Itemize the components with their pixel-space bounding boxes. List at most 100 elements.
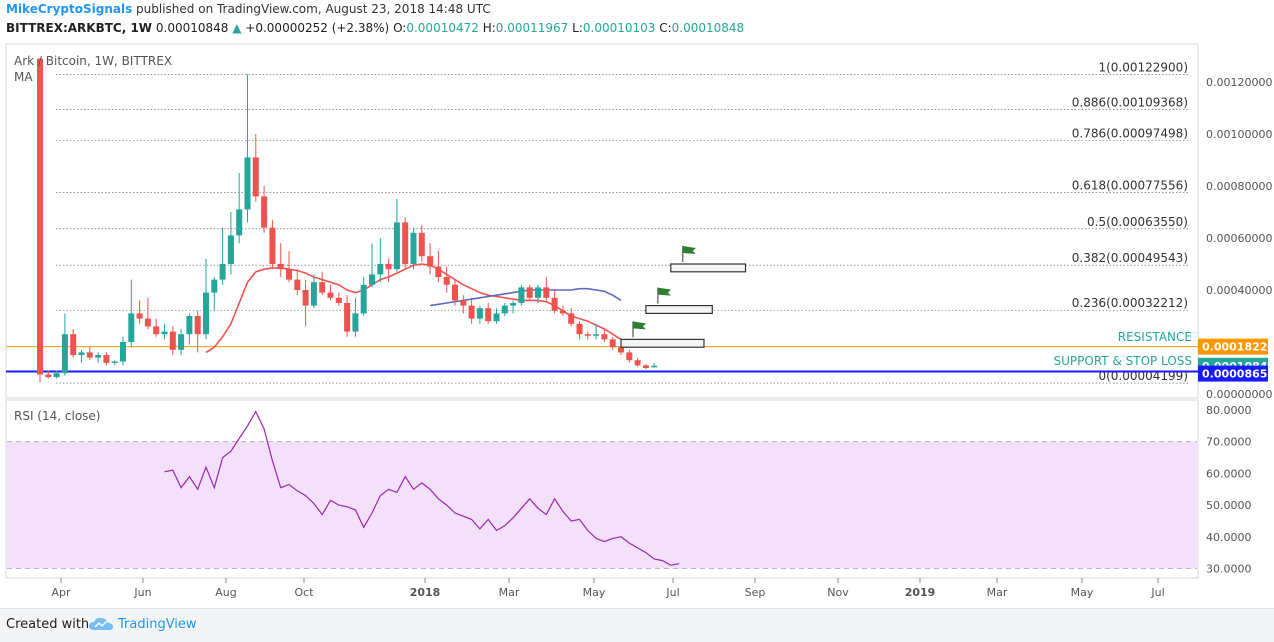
candle-body bbox=[95, 355, 102, 358]
candle-body bbox=[319, 282, 326, 293]
candle-body bbox=[452, 284, 458, 301]
x-tick-label-5: Mar bbox=[499, 586, 520, 599]
chart-canvas[interactable]: 1(0.00122900) 0.886(0.00109368) 0.786(0.00… bbox=[0, 0, 1274, 608]
candle-body bbox=[203, 292, 209, 335]
tradingview-link[interactable]: TradingView bbox=[118, 617, 197, 632]
candle-body bbox=[601, 334, 608, 340]
fib-label-2: 0.786(0.00097498) bbox=[1072, 127, 1188, 141]
candle-body bbox=[443, 277, 450, 285]
candle-body bbox=[45, 374, 52, 378]
resistance-badge: 0.00018220 bbox=[1202, 341, 1274, 354]
candle-body bbox=[310, 282, 317, 306]
rsi-tick-1: 70.0000 bbox=[1206, 436, 1252, 449]
candle-body bbox=[53, 373, 60, 378]
fib-label-0: 1(0.00122900) bbox=[1098, 60, 1188, 74]
target-box-1 bbox=[645, 305, 713, 315]
x-tick-label-11: Mar bbox=[987, 586, 1008, 599]
resistance-badge-bg bbox=[1198, 338, 1268, 355]
candle-body bbox=[111, 361, 118, 363]
last-price: 0.00010848 bbox=[155, 21, 229, 35]
candle-body bbox=[352, 313, 359, 332]
x-tick-label-6: May bbox=[583, 586, 606, 599]
created-with-text: Created with bbox=[6, 617, 90, 632]
resistance-label: RESISTANCE bbox=[1118, 330, 1192, 344]
price-legend: Ark / Bitcoin, 1W, BITTREX bbox=[14, 54, 172, 68]
candle-body bbox=[377, 264, 384, 275]
candle-body bbox=[518, 287, 525, 303]
rsi-legend: RSI (14, close) bbox=[14, 409, 100, 423]
candle-body bbox=[435, 266, 442, 277]
published-text: published on TradingView.com, August 23,… bbox=[136, 2, 491, 16]
candle-body bbox=[269, 227, 276, 264]
candle-body bbox=[144, 318, 151, 327]
candle-body bbox=[393, 222, 400, 270]
price-tick-5: 0.00000000 bbox=[1206, 388, 1272, 401]
fib-label-4: 0.5(0.00063550) bbox=[1087, 215, 1188, 229]
ma-legend: MA bbox=[14, 70, 33, 84]
candle-body bbox=[402, 222, 409, 264]
x-tick-label-2: Aug bbox=[215, 586, 236, 599]
support-label: SUPPORT & STOP LOSS bbox=[1054, 354, 1192, 368]
candle-body bbox=[634, 360, 641, 366]
candle-body bbox=[227, 235, 234, 264]
tradingview-cloud-icon bbox=[89, 617, 113, 630]
candle-body bbox=[476, 308, 483, 319]
x-tick-label-9: Nov bbox=[827, 586, 849, 599]
price-tick-2: 0.00080000 bbox=[1206, 180, 1272, 193]
candle-body bbox=[535, 287, 541, 298]
price-tick-0: 0.00120000 bbox=[1206, 76, 1272, 89]
candle-body bbox=[194, 316, 201, 335]
candle-body bbox=[277, 264, 284, 270]
publish-line: MikeCryptoSignals published on TradingVi… bbox=[6, 2, 491, 16]
rsi-tick-2: 60.0000 bbox=[1206, 467, 1252, 480]
candle-body bbox=[410, 232, 417, 264]
rsi-tick-4: 40.0000 bbox=[1206, 531, 1252, 544]
close-value: 0.00010848 bbox=[671, 21, 745, 35]
rsi-line bbox=[164, 410, 680, 566]
x-tick-label-3: Oct bbox=[294, 586, 314, 599]
candle-body bbox=[418, 232, 425, 257]
fib-label-3: 0.618(0.00077556) bbox=[1072, 178, 1188, 192]
candle-body bbox=[618, 347, 624, 353]
footer: Created with TradingView bbox=[0, 608, 1274, 642]
candle-body bbox=[261, 196, 268, 228]
candle-body bbox=[153, 326, 160, 335]
axis-layer: 0.00120000 0.00100000 0.00080000 0.00060000… bbox=[51, 76, 1274, 599]
rsi-tick-0: 80.0000 bbox=[1206, 404, 1252, 417]
candle-body bbox=[501, 305, 508, 314]
fib-label-6: 0.236(0.00032212) bbox=[1072, 296, 1188, 310]
candle-body bbox=[186, 316, 193, 335]
candle-body bbox=[468, 305, 475, 319]
candle-body bbox=[178, 334, 185, 350]
candle-body bbox=[78, 352, 85, 355]
candle-body bbox=[211, 279, 218, 293]
price-panel[interactable] bbox=[5, 43, 1199, 399]
high-label: H: bbox=[482, 21, 496, 35]
candle-body bbox=[576, 323, 583, 335]
candle-body bbox=[651, 365, 658, 368]
low-label: L: bbox=[572, 21, 583, 35]
rsi-layer bbox=[7, 410, 1197, 569]
candle-body bbox=[70, 334, 77, 355]
candle-body bbox=[485, 308, 492, 322]
high-value: 0.00011967 bbox=[495, 21, 569, 35]
price-layer: 1(0.00122900) 0.886(0.00109368) 0.786(0.00… bbox=[6, 58, 1198, 384]
price-tick-3: 0.00060000 bbox=[1206, 232, 1272, 245]
author-link[interactable]: MikeCryptoSignals bbox=[6, 2, 133, 16]
open-label: O: bbox=[393, 21, 407, 35]
x-tick-label-8: Sep bbox=[745, 586, 766, 599]
target-box-2 bbox=[670, 263, 747, 273]
x-tick-label-1: Jun bbox=[133, 586, 151, 599]
price-tick-1: 0.00100000 bbox=[1206, 128, 1272, 141]
candle-body bbox=[219, 264, 226, 280]
candle-body bbox=[61, 334, 68, 374]
x-tick-label-13: Jul bbox=[1150, 586, 1164, 599]
candle-body bbox=[344, 303, 351, 332]
symbol-label: BITTREX:ARKBTC, 1W bbox=[6, 21, 153, 35]
candle-body bbox=[593, 334, 600, 336]
x-tick-label-12: May bbox=[1071, 586, 1094, 599]
fib-label-5: 0.382(0.00049543) bbox=[1072, 251, 1188, 265]
open-value: 0.00010472 bbox=[406, 21, 479, 35]
candle-body bbox=[510, 303, 517, 306]
candle-body bbox=[369, 274, 375, 285]
